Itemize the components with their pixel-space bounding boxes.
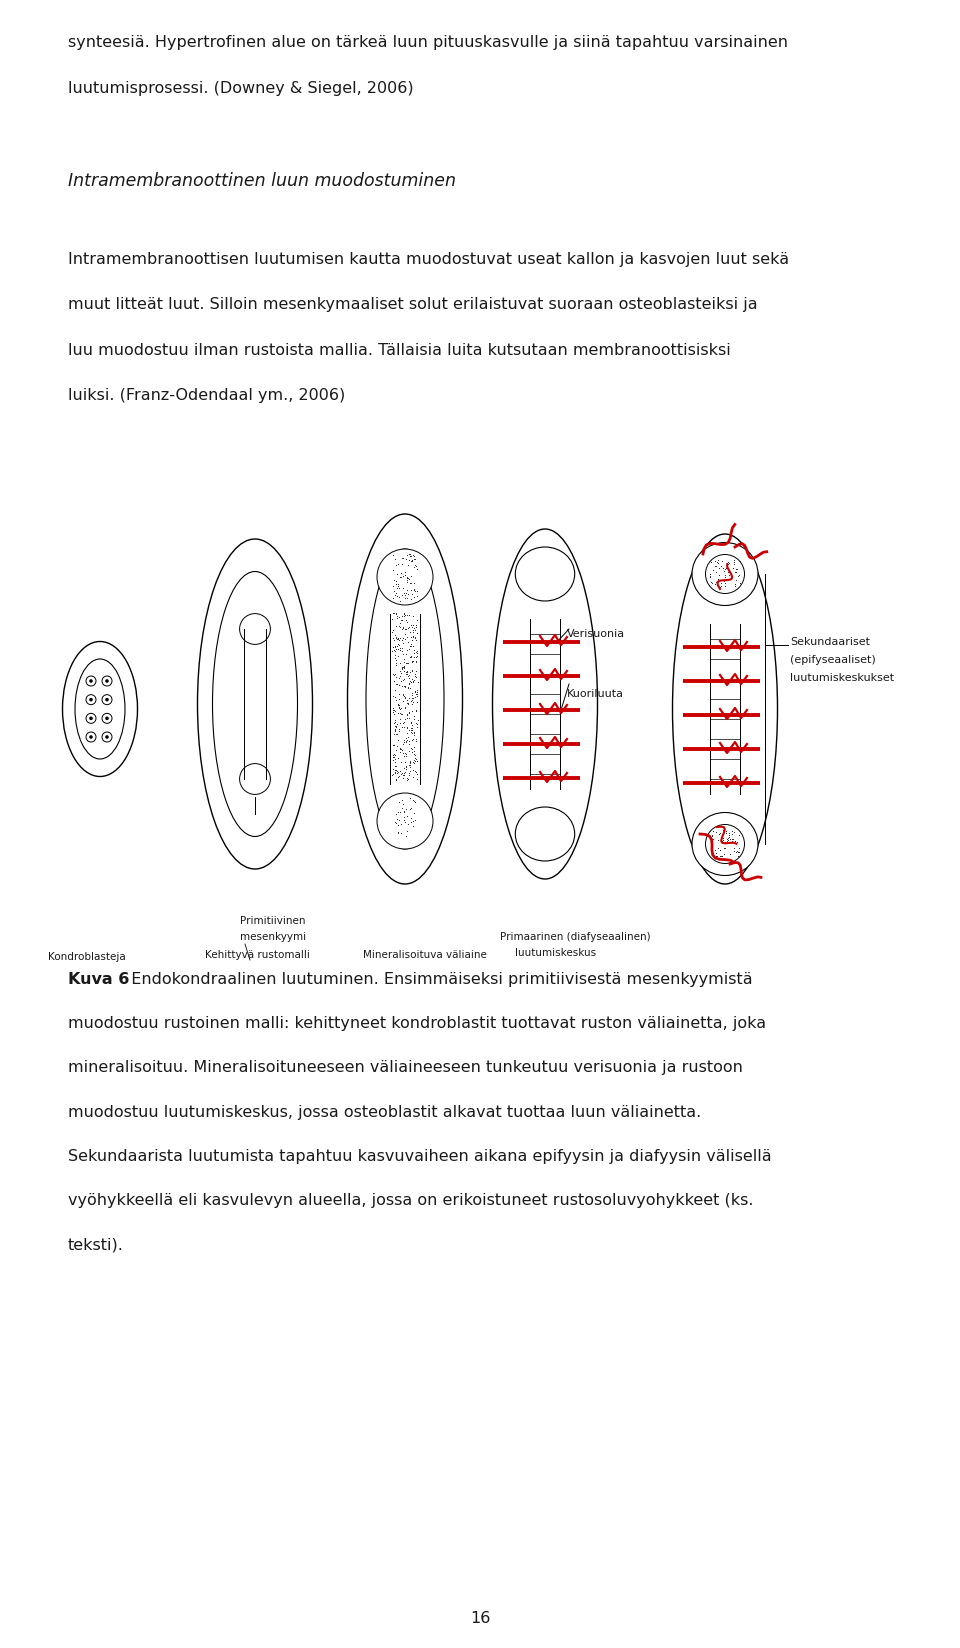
Text: luutumisprosessi. (Downey & Siegel, 2006): luutumisprosessi. (Downey & Siegel, 2006… (68, 81, 414, 96)
Text: Mineralisoituva väliaine: Mineralisoituva väliaine (363, 949, 487, 961)
Circle shape (102, 732, 112, 742)
Text: Kehittyvä rustomalli: Kehittyvä rustomalli (205, 949, 310, 961)
Circle shape (102, 714, 112, 723)
Ellipse shape (348, 514, 463, 883)
Text: (epifyseaaliset): (epifyseaaliset) (790, 654, 876, 666)
Text: Kuoriluuta: Kuoriluuta (567, 689, 624, 699)
Ellipse shape (692, 812, 758, 875)
Text: muut litteät luut. Silloin mesenkymaaliset solut erilaistuvat suoraan osteoblast: muut litteät luut. Silloin mesenkymaalis… (68, 297, 757, 311)
Ellipse shape (692, 542, 758, 605)
Ellipse shape (75, 659, 125, 760)
Circle shape (89, 717, 93, 720)
Text: . Endokondraalinen luutuminen. Ensimmäiseksi primitiivisestä mesenkyymistä: . Endokondraalinen luutuminen. Ensimmäis… (121, 972, 753, 987)
Text: Kuva 6: Kuva 6 (68, 972, 130, 987)
Text: luutumiskeskus: luutumiskeskus (515, 948, 596, 957)
Text: teksti).: teksti). (68, 1238, 124, 1252)
Text: mineralisoituu. Mineralisoituneeseen väliaineeseen tunkeutuu verisuonia ja rusto: mineralisoituu. Mineralisoituneeseen väl… (68, 1060, 743, 1076)
Circle shape (106, 679, 108, 682)
Circle shape (102, 695, 112, 705)
Ellipse shape (673, 534, 778, 883)
Text: Intramembranoottinen luun muodostuminen: Intramembranoottinen luun muodostuminen (68, 171, 456, 190)
Text: muodostuu luutumiskeskus, jossa osteoblastit alkavat tuottaa luun väliainetta.: muodostuu luutumiskeskus, jossa osteobla… (68, 1104, 701, 1119)
Ellipse shape (377, 549, 433, 605)
Text: vyöhykkeellä eli kasvulevyn alueella, jossa on erikoistuneet rustosoluvyohykkeet: vyöhykkeellä eli kasvulevyn alueella, jo… (68, 1193, 754, 1208)
Text: mesenkyymi: mesenkyymi (240, 933, 306, 943)
Ellipse shape (62, 641, 137, 776)
Text: luutumiskeskukset: luutumiskeskukset (790, 672, 894, 682)
Ellipse shape (377, 793, 433, 849)
Ellipse shape (240, 613, 271, 644)
Text: muodostuu rustoinen malli: kehittyneet kondroblastit tuottavat ruston väliainett: muodostuu rustoinen malli: kehittyneet k… (68, 1017, 766, 1032)
Text: synteesiä. Hypertrofinen alue on tärkeä luun pituuskasvulle ja siinä tapahtuu va: synteesiä. Hypertrofinen alue on tärkeä … (68, 35, 788, 49)
Circle shape (89, 697, 93, 702)
Text: luu muodostuu ilman rustoista mallia. Tällaisia luita kutsutaan membranoottisisk: luu muodostuu ilman rustoista mallia. Tä… (68, 343, 731, 358)
Text: Primitiivinen: Primitiivinen (240, 916, 305, 926)
Text: Primaarinen (diafyseaalinen): Primaarinen (diafyseaalinen) (500, 933, 651, 943)
Circle shape (89, 735, 93, 738)
Text: 16: 16 (469, 1612, 491, 1627)
Ellipse shape (366, 549, 444, 849)
Text: Intramembranoottisen luutumisen kautta muodostuvat useat kallon ja kasvojen luut: Intramembranoottisen luutumisen kautta m… (68, 252, 789, 267)
Ellipse shape (492, 529, 597, 878)
Ellipse shape (516, 808, 575, 860)
Text: Verisuonia: Verisuonia (567, 630, 625, 639)
Text: Sekundaariset: Sekundaariset (790, 638, 870, 648)
Circle shape (106, 697, 108, 702)
Circle shape (89, 679, 93, 682)
Ellipse shape (706, 554, 745, 593)
Ellipse shape (240, 763, 271, 794)
Circle shape (86, 676, 96, 686)
Ellipse shape (212, 572, 298, 837)
Ellipse shape (198, 539, 313, 868)
Circle shape (86, 695, 96, 705)
Ellipse shape (706, 824, 745, 864)
Circle shape (86, 732, 96, 742)
Circle shape (106, 717, 108, 720)
Ellipse shape (516, 547, 575, 602)
Text: luiksi. (Franz-Odendaal ym., 2006): luiksi. (Franz-Odendaal ym., 2006) (68, 389, 346, 404)
Text: Sekundaarista luutumista tapahtuu kasvuvaiheen aikana epifyysin ja diafyysin väl: Sekundaarista luutumista tapahtuu kasvuv… (68, 1149, 772, 1163)
Circle shape (102, 676, 112, 686)
Circle shape (86, 714, 96, 723)
Text: Kondroblasteja: Kondroblasteja (48, 953, 126, 962)
Circle shape (106, 735, 108, 738)
